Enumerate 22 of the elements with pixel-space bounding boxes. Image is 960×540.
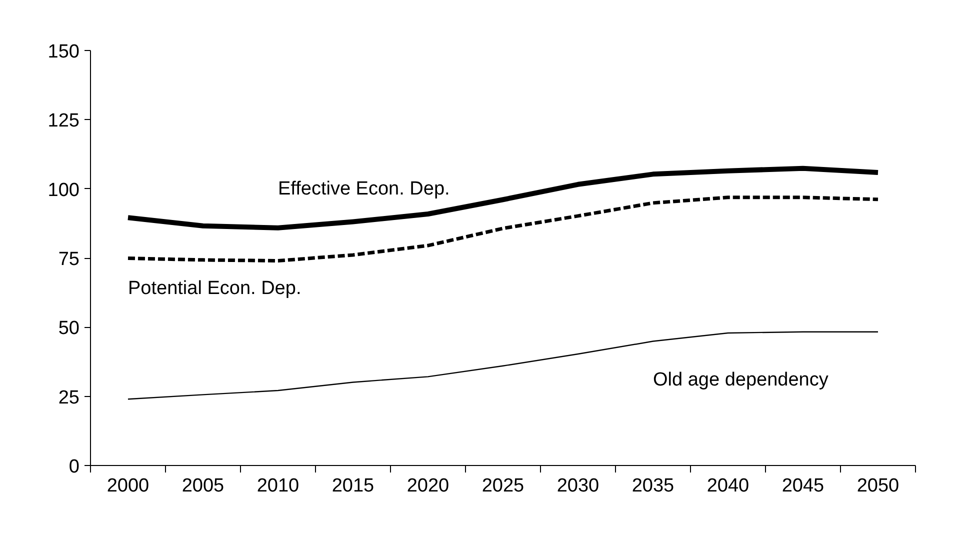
y-tick-label: 50 xyxy=(58,318,80,340)
x-tick-label: 2030 xyxy=(556,476,600,496)
x-tick-label: 2045 xyxy=(782,476,824,496)
series-label: Potential Econ. Dep. xyxy=(128,278,302,300)
series-label: Effective Econ. Dep. xyxy=(278,178,450,200)
y-tick-label: 25 xyxy=(58,387,80,408)
x-tick-label: 2035 xyxy=(632,476,674,496)
y-tick-label: 150 xyxy=(48,42,80,62)
x-tick-label: 2010 xyxy=(256,476,300,496)
x-tick-label: 2005 xyxy=(182,476,224,496)
y-tick-label: 0 xyxy=(68,456,80,478)
series-label: Old age dependency xyxy=(653,370,829,391)
x-tick-label: 2015 xyxy=(332,476,374,496)
y-tick-label: 100 xyxy=(48,180,80,201)
x-tick-label: 2020 xyxy=(406,476,450,496)
x-tick-label: 2000 xyxy=(106,476,150,496)
x-tick-label: 2050 xyxy=(856,476,900,496)
x-tick-label: 2025 xyxy=(482,476,524,496)
y-tick-label: 75 xyxy=(58,249,80,270)
line-series xyxy=(127,331,879,400)
y-tick-label: 125 xyxy=(48,110,80,132)
x-tick-label: 2040 xyxy=(706,476,750,496)
